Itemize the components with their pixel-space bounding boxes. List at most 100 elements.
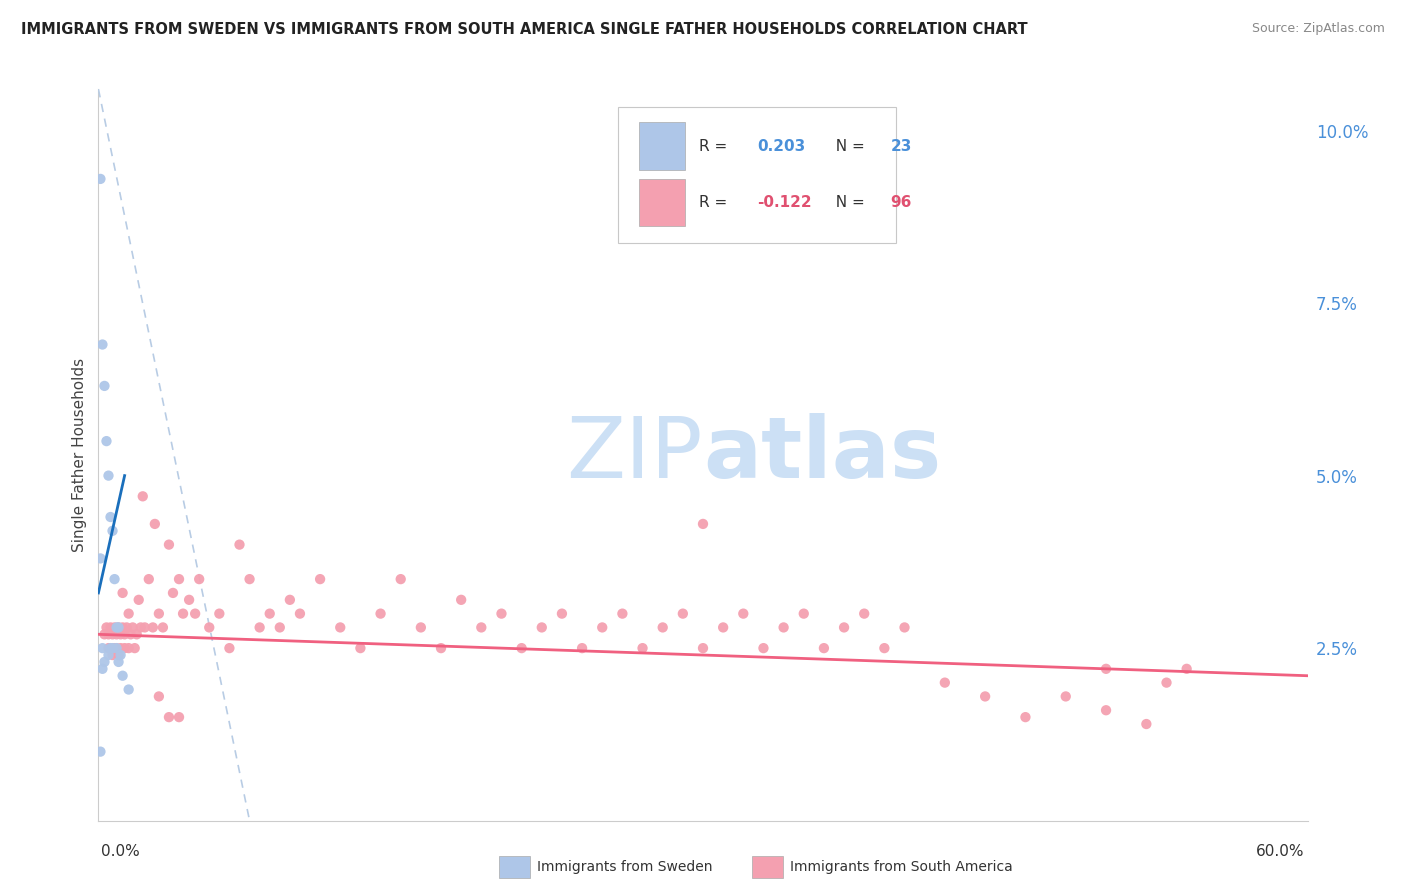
- Point: [873, 641, 896, 656]
- Point: [100, 620, 122, 634]
- Point: [612, 607, 634, 621]
- Point: [93, 655, 115, 669]
- Point: [389, 572, 412, 586]
- Text: -0.122: -0.122: [758, 195, 813, 211]
- Point: [110, 648, 132, 662]
- Point: [510, 641, 533, 656]
- Point: [103, 641, 125, 656]
- Point: [97, 627, 120, 641]
- Text: Immigrants from South America: Immigrants from South America: [790, 860, 1012, 874]
- Point: [107, 648, 129, 662]
- Point: [491, 607, 513, 621]
- Point: [152, 620, 174, 634]
- Point: [132, 489, 155, 503]
- Point: [89, 172, 111, 186]
- Point: [651, 620, 673, 634]
- Point: [134, 620, 156, 634]
- Point: [148, 607, 170, 621]
- Point: [409, 620, 432, 634]
- Point: [91, 337, 114, 351]
- Point: [450, 592, 472, 607]
- Point: [1135, 717, 1157, 731]
- Text: atlas: atlas: [703, 413, 941, 497]
- Point: [813, 641, 835, 656]
- Point: [124, 641, 146, 656]
- Point: [278, 592, 301, 607]
- Text: N =: N =: [827, 195, 870, 211]
- Text: N =: N =: [827, 139, 870, 153]
- Point: [100, 641, 122, 656]
- Point: [172, 607, 194, 621]
- Point: [430, 641, 453, 656]
- Point: [97, 648, 120, 662]
- Point: [101, 524, 124, 538]
- Point: [107, 620, 129, 634]
- Point: [100, 510, 122, 524]
- Point: [107, 620, 129, 634]
- Point: [148, 690, 170, 704]
- Point: [259, 607, 281, 621]
- Point: [125, 627, 148, 641]
- FancyBboxPatch shape: [619, 108, 897, 243]
- Point: [167, 710, 190, 724]
- Point: [114, 641, 136, 656]
- Point: [142, 620, 165, 634]
- Point: [370, 607, 392, 621]
- Point: [934, 675, 956, 690]
- Point: [571, 641, 593, 656]
- Point: [167, 572, 190, 586]
- Point: [184, 607, 207, 621]
- Point: [591, 620, 613, 634]
- Text: R =: R =: [699, 195, 733, 211]
- Point: [1054, 690, 1077, 704]
- Point: [100, 641, 122, 656]
- Point: [101, 648, 124, 662]
- Point: [103, 572, 125, 586]
- Point: [110, 641, 132, 656]
- Point: [97, 641, 120, 656]
- Point: [91, 641, 114, 656]
- Point: [1156, 675, 1178, 690]
- Text: Source: ZipAtlas.com: Source: ZipAtlas.com: [1251, 22, 1385, 36]
- Point: [118, 682, 141, 697]
- Text: 96: 96: [890, 195, 912, 211]
- Point: [239, 572, 262, 586]
- Text: 0.0%: 0.0%: [101, 845, 141, 859]
- Point: [157, 538, 180, 552]
- Point: [103, 620, 125, 634]
- Text: 60.0%: 60.0%: [1257, 845, 1305, 859]
- Point: [115, 620, 138, 634]
- Point: [349, 641, 371, 656]
- Point: [228, 538, 250, 552]
- Point: [96, 620, 118, 634]
- Point: [832, 620, 855, 634]
- Point: [89, 745, 111, 759]
- Point: [631, 641, 654, 656]
- Text: IMMIGRANTS FROM SWEDEN VS IMMIGRANTS FROM SOUTH AMERICA SINGLE FATHER HOUSEHOLDS: IMMIGRANTS FROM SWEDEN VS IMMIGRANTS FRO…: [21, 22, 1028, 37]
- Point: [309, 572, 332, 586]
- Point: [101, 627, 124, 641]
- Point: [89, 551, 111, 566]
- Point: [1175, 662, 1198, 676]
- Point: [853, 607, 876, 621]
- Point: [107, 655, 129, 669]
- Point: [143, 516, 166, 531]
- Point: [105, 641, 128, 656]
- Point: [111, 620, 134, 634]
- FancyBboxPatch shape: [638, 178, 685, 227]
- Point: [974, 690, 997, 704]
- Point: [288, 607, 311, 621]
- Point: [733, 607, 755, 621]
- Y-axis label: Single Father Households: Single Father Households: [72, 358, 87, 552]
- FancyBboxPatch shape: [638, 122, 685, 170]
- Point: [96, 434, 118, 449]
- Text: R =: R =: [699, 139, 733, 153]
- Point: [118, 641, 141, 656]
- Point: [114, 627, 136, 641]
- Point: [198, 620, 221, 634]
- Point: [752, 641, 775, 656]
- Point: [711, 620, 734, 634]
- Point: [772, 620, 794, 634]
- Point: [1014, 710, 1036, 724]
- Point: [470, 620, 492, 634]
